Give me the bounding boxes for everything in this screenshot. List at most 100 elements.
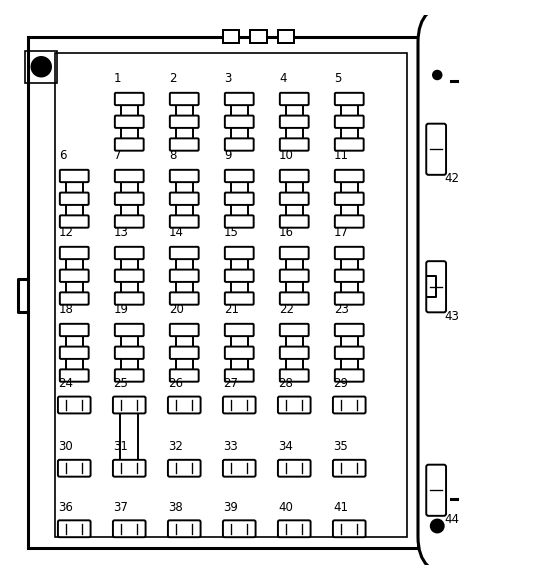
Bar [421,36,451,548]
FancyBboxPatch shape [278,460,311,477]
Text: 13: 13 [114,226,129,239]
FancyBboxPatch shape [58,521,91,537]
Text: 12: 12 [59,226,74,239]
FancyBboxPatch shape [113,460,146,477]
FancyBboxPatch shape [60,324,89,336]
Text: 24: 24 [58,377,73,390]
Text: 35: 35 [333,441,348,453]
FancyBboxPatch shape [115,324,144,336]
FancyBboxPatch shape [335,270,364,282]
Text: 30: 30 [58,441,73,453]
FancyBboxPatch shape [223,521,256,537]
FancyBboxPatch shape [333,521,366,537]
FancyBboxPatch shape [335,324,364,336]
FancyBboxPatch shape [113,521,146,537]
FancyBboxPatch shape [60,247,89,259]
Text: 17: 17 [334,226,349,239]
FancyBboxPatch shape [335,170,364,182]
FancyBboxPatch shape [280,347,309,359]
FancyBboxPatch shape [223,460,256,477]
Text: 37: 37 [113,501,128,514]
FancyBboxPatch shape [115,138,144,151]
Text: 33: 33 [223,441,238,453]
FancyBboxPatch shape [335,292,364,305]
FancyBboxPatch shape [60,347,89,359]
FancyBboxPatch shape [115,292,144,305]
FancyBboxPatch shape [278,521,311,537]
FancyBboxPatch shape [426,124,446,175]
Text: 2: 2 [169,72,177,85]
FancyBboxPatch shape [225,369,254,382]
Bar [55,53,407,537]
FancyBboxPatch shape [280,138,309,151]
Text: 38: 38 [168,501,183,514]
Text: 23: 23 [334,303,349,316]
FancyBboxPatch shape [170,215,199,228]
FancyBboxPatch shape [115,170,144,182]
FancyBboxPatch shape [225,292,254,305]
FancyBboxPatch shape [170,247,199,259]
FancyBboxPatch shape [58,397,91,413]
FancyBboxPatch shape [170,138,199,151]
Text: 9: 9 [224,149,232,162]
Text: 21: 21 [224,303,239,316]
Text: 40: 40 [278,501,293,514]
FancyBboxPatch shape [225,347,254,359]
FancyBboxPatch shape [225,193,254,205]
FancyBboxPatch shape [225,215,254,228]
FancyBboxPatch shape [115,193,144,205]
FancyBboxPatch shape [115,347,144,359]
FancyBboxPatch shape [115,116,144,128]
Text: 20: 20 [169,303,184,316]
FancyBboxPatch shape [168,521,201,537]
FancyBboxPatch shape [278,397,311,413]
Text: 31: 31 [113,441,128,453]
Circle shape [433,71,442,79]
FancyBboxPatch shape [335,93,364,105]
FancyBboxPatch shape [170,116,199,128]
FancyBboxPatch shape [280,116,309,128]
FancyBboxPatch shape [225,138,254,151]
Text: 39: 39 [223,501,238,514]
FancyBboxPatch shape [60,270,89,282]
Text: 26: 26 [168,377,183,390]
FancyBboxPatch shape [335,215,364,228]
Text: 5: 5 [334,72,342,85]
FancyBboxPatch shape [60,369,89,382]
Text: 42: 42 [444,173,459,185]
FancyBboxPatch shape [168,397,201,413]
Bar [28,36,418,548]
FancyBboxPatch shape [335,193,364,205]
Text: 14: 14 [169,226,184,239]
Text: 8: 8 [169,149,177,162]
FancyBboxPatch shape [170,292,199,305]
FancyBboxPatch shape [280,193,309,205]
FancyBboxPatch shape [280,247,309,259]
FancyBboxPatch shape [115,215,144,228]
FancyBboxPatch shape [115,369,144,382]
FancyBboxPatch shape [335,247,364,259]
FancyBboxPatch shape [333,397,366,413]
FancyBboxPatch shape [280,324,309,336]
Text: 16: 16 [279,226,294,239]
FancyBboxPatch shape [426,465,446,516]
Text: 11: 11 [334,149,349,162]
Text: 4: 4 [279,72,287,85]
Text: 27: 27 [223,377,238,390]
FancyBboxPatch shape [170,324,199,336]
FancyBboxPatch shape [280,170,309,182]
Text: 25: 25 [113,377,128,390]
Circle shape [31,57,51,76]
FancyBboxPatch shape [170,93,199,105]
FancyBboxPatch shape [170,270,199,282]
Bar [223,30,239,43]
FancyBboxPatch shape [225,324,254,336]
FancyBboxPatch shape [60,193,89,205]
Text: 36: 36 [58,501,73,514]
FancyBboxPatch shape [58,460,91,477]
Text: 34: 34 [278,441,293,453]
Text: 3: 3 [224,72,232,85]
FancyBboxPatch shape [113,397,146,413]
Text: 44: 44 [444,514,459,526]
Text: 1: 1 [114,72,122,85]
